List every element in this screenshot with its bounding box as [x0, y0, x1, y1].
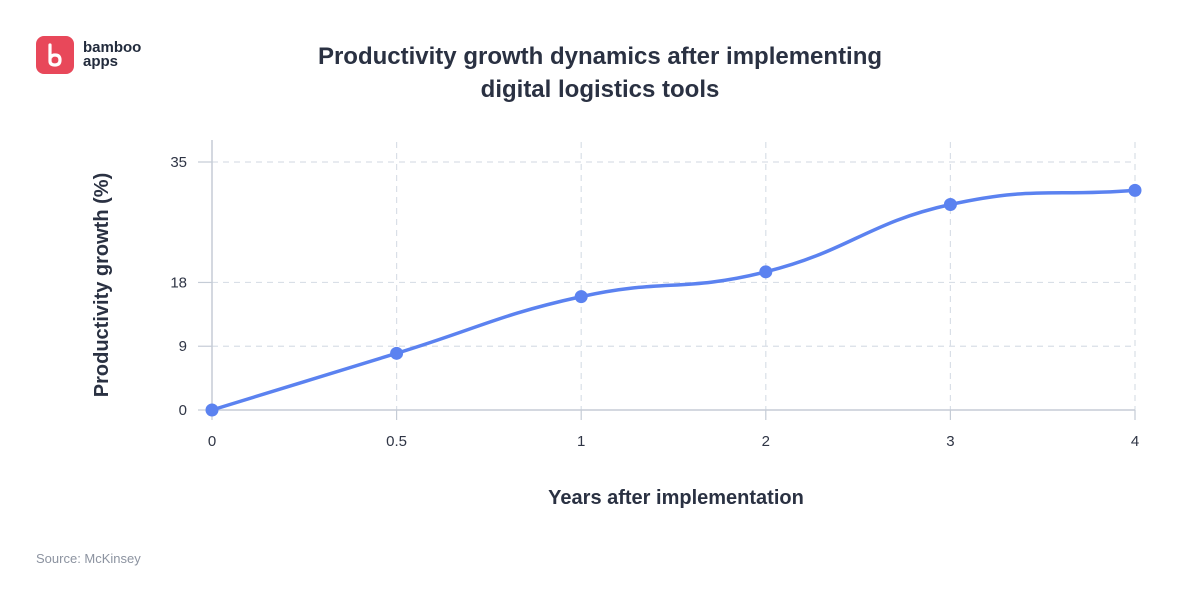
brand-name: bamboo apps: [83, 39, 142, 70]
grid: [212, 142, 1136, 410]
series-line: [210, 188, 1137, 412]
y-axis-title: Productivity growth (%): [91, 173, 113, 397]
x-tick-label: 3: [946, 433, 954, 450]
y-tick-label: 9: [179, 338, 187, 355]
chart-title-line1: Productivity growth dynamics after imple…: [317, 43, 883, 70]
chart-title: Productivity growth dynamics after imple…: [250, 40, 950, 106]
tick-labels: 0 9 18 35 0 0.5 1 2 3 4: [170, 154, 1139, 450]
source-note: Source: McKinsey: [36, 551, 141, 566]
data-point: [759, 265, 773, 279]
x-axis-title: Years after implementation: [548, 487, 804, 509]
brand-name-line1: bamboo: [83, 39, 142, 56]
x-tick-label: 0.5: [386, 433, 407, 450]
data-point: [574, 290, 588, 304]
series: [205, 183, 1142, 417]
x-tick-label: 2: [762, 433, 770, 450]
y-tick-label: 35: [170, 154, 187, 171]
x-tick-label: 0: [208, 433, 216, 450]
y-tick-label: 18: [170, 274, 187, 291]
data-point: [943, 198, 957, 212]
data-point: [390, 346, 404, 360]
brand-name-line2: apps: [83, 53, 119, 70]
axes: [198, 140, 1136, 420]
x-tick-label: 4: [1131, 433, 1139, 450]
bamboo-logo-icon: [36, 36, 74, 74]
x-tick-label: 1: [577, 433, 585, 450]
data-point: [1128, 183, 1142, 197]
data-point: [205, 403, 219, 417]
y-tick-label: 0: [179, 402, 187, 419]
chart-title-line2: digital logistics tools: [480, 76, 720, 103]
brand-logo: bamboo apps: [36, 36, 141, 74]
